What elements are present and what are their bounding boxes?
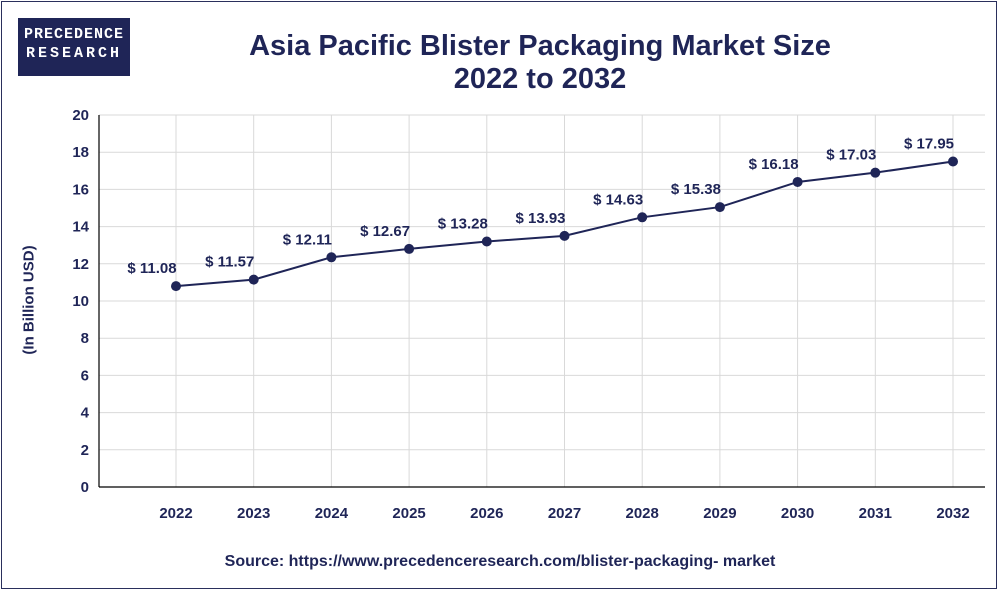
x-tick-label: 2022: [159, 505, 192, 522]
brand-logo-line2: RESEARCH: [25, 45, 122, 62]
data-point: [481, 236, 492, 247]
data-point: [637, 212, 648, 223]
data-label: $ 12.67: [360, 223, 410, 240]
brand-logo: PRECEDENCE RESEARCH: [18, 18, 130, 76]
data-point: [792, 176, 803, 187]
y-tick-label: 18: [72, 144, 89, 161]
x-tick-label: 2025: [392, 505, 425, 522]
y-tick-label: 20: [72, 107, 89, 124]
data-point: [326, 252, 337, 263]
data-point: [248, 274, 259, 285]
data-point: [714, 202, 725, 213]
data-label: $ 11.57: [205, 254, 254, 271]
data-label: $ 15.38: [671, 181, 721, 198]
x-tick-label: 2028: [626, 505, 659, 522]
chart-title-line1: Asia Pacific Blister Packaging Market Si…: [249, 30, 831, 62]
y-tick-label: 16: [72, 181, 89, 198]
y-tick-label: 0: [81, 479, 89, 496]
data-label: $ 14.63: [593, 191, 643, 208]
brand-logo-line1: PRECEDENCE: [23, 26, 124, 43]
data-label: $ 13.28: [438, 215, 488, 232]
data-point: [404, 243, 415, 254]
y-tick-label: 4: [81, 405, 90, 422]
y-tick-label: 12: [72, 256, 89, 273]
y-tick-label: 14: [72, 219, 89, 236]
data-label: $ 17.95: [904, 136, 954, 153]
data-point: [171, 281, 181, 292]
x-tick-label: 2024: [315, 505, 349, 522]
data-label: $ 17.03: [826, 147, 876, 164]
source-note: Source: https://www.precedenceresearch.c…: [224, 553, 776, 570]
y-tick-label: 10: [72, 293, 89, 310]
y-tick-label: 2: [81, 442, 89, 459]
data-point: [559, 230, 570, 241]
x-tick-label: 2026: [470, 505, 503, 522]
data-label: $ 12.11: [283, 231, 332, 248]
chart-title-line2: 2022 to 2032: [453, 63, 627, 95]
x-tick-label: 2032: [936, 505, 969, 522]
x-tick-label: 2030: [781, 505, 814, 522]
x-tick-label: 2029: [703, 505, 736, 522]
x-tick-label: 2027: [548, 505, 581, 522]
x-tick-label: 2031: [859, 505, 892, 522]
y-tick-label: 6: [81, 367, 89, 384]
data-label: $ 11.08: [127, 260, 176, 277]
data-label: $ 16.18: [749, 156, 799, 173]
y-tick-label: 8: [81, 330, 89, 347]
data-point: [948, 156, 958, 167]
x-tick-label: 2023: [237, 505, 270, 522]
data-label: $ 13.93: [515, 210, 565, 227]
data-point: [870, 167, 881, 178]
chart-title: Asia Pacific Blister Packaging Market Si…: [200, 30, 880, 96]
